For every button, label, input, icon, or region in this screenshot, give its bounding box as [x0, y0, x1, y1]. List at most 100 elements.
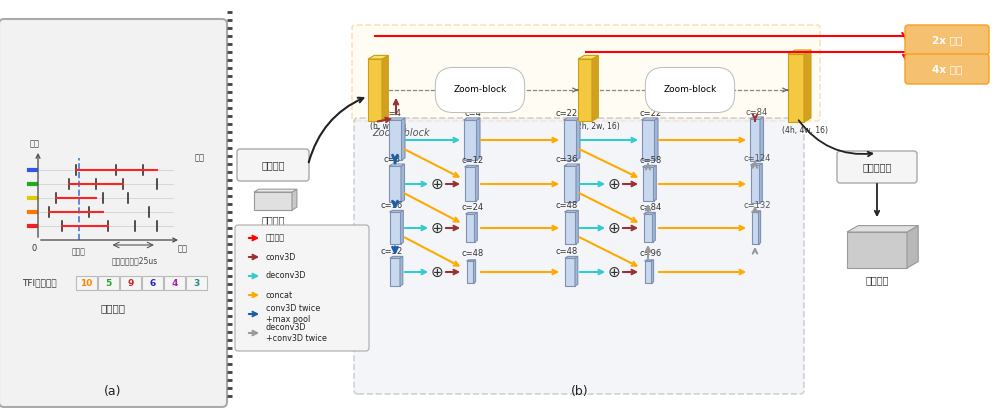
Bar: [466, 214, 475, 242]
Bar: [564, 166, 576, 202]
Bar: [847, 232, 907, 268]
Text: 像素: 像素: [30, 139, 40, 148]
Text: 真値约束: 真値约束: [266, 233, 285, 242]
Bar: [564, 120, 576, 160]
Text: c=4: c=4: [385, 109, 401, 118]
Text: c=22: c=22: [640, 109, 662, 118]
Text: 10: 10: [80, 279, 93, 288]
Text: c=48: c=48: [556, 201, 578, 210]
Text: c=58: c=58: [640, 156, 662, 165]
Bar: [564, 212, 576, 244]
Bar: [788, 54, 804, 122]
Polygon shape: [564, 118, 580, 120]
Polygon shape: [564, 164, 580, 166]
Text: 4x 真値: 4x 真値: [932, 64, 962, 74]
Text: 脉冲: 脉冲: [195, 153, 205, 162]
Polygon shape: [464, 165, 478, 167]
Text: 5: 5: [105, 279, 112, 288]
Polygon shape: [654, 118, 658, 160]
Text: c=96: c=96: [640, 249, 662, 258]
Polygon shape: [788, 50, 811, 54]
Polygon shape: [466, 260, 476, 261]
Text: (a): (a): [104, 385, 122, 398]
FancyBboxPatch shape: [905, 54, 989, 84]
Text: c=48: c=48: [462, 249, 484, 258]
Text: ⊕: ⊕: [431, 264, 443, 279]
Polygon shape: [592, 55, 598, 121]
FancyBboxPatch shape: [0, 19, 227, 407]
FancyBboxPatch shape: [237, 149, 309, 181]
Text: c=22: c=22: [556, 109, 578, 118]
Text: c=16: c=16: [381, 201, 403, 210]
Bar: [120, 276, 141, 290]
Polygon shape: [576, 118, 580, 160]
FancyBboxPatch shape: [235, 225, 369, 351]
Text: ⊕: ⊕: [608, 220, 620, 235]
Text: Zoom-block: Zoom-block: [453, 86, 507, 95]
Polygon shape: [402, 118, 405, 160]
Text: concat: concat: [266, 290, 293, 299]
Bar: [752, 212, 759, 244]
Polygon shape: [750, 163, 762, 165]
Text: ⊕: ⊕: [431, 177, 443, 191]
Text: conv3D twice
+max pool: conv3D twice +max pool: [266, 304, 320, 324]
Text: c=8: c=8: [384, 155, 400, 164]
Polygon shape: [750, 117, 764, 119]
Text: (2h, 2w, 16): (2h, 2w, 16): [574, 122, 620, 131]
Polygon shape: [804, 50, 811, 122]
Text: TFI脉冲帧：: TFI脉冲帧：: [22, 279, 57, 288]
Text: c=124: c=124: [743, 154, 771, 163]
Bar: [642, 167, 654, 201]
Polygon shape: [652, 213, 655, 242]
Polygon shape: [401, 164, 404, 202]
Text: Zoom-block: Zoom-block: [372, 128, 430, 138]
Text: c=84: c=84: [746, 108, 768, 117]
Text: 脉冲重分布: 脉冲重分布: [862, 162, 892, 172]
Text: Zoom-block: Zoom-block: [663, 86, 717, 95]
Polygon shape: [644, 260, 654, 261]
Bar: [750, 165, 760, 203]
Polygon shape: [466, 213, 477, 214]
Polygon shape: [292, 189, 297, 210]
Polygon shape: [464, 118, 480, 120]
Text: deconv3D
+conv3D twice: deconv3D +conv3D twice: [266, 323, 327, 343]
Polygon shape: [642, 165, 656, 167]
Polygon shape: [564, 211, 578, 212]
Text: ⊕: ⊕: [431, 220, 443, 235]
Text: ⊕: ⊕: [608, 264, 620, 279]
Polygon shape: [644, 213, 655, 214]
Bar: [164, 276, 185, 290]
Text: 3: 3: [193, 279, 200, 288]
Text: c=84: c=84: [640, 203, 662, 212]
Text: 脉冲表达: 脉冲表达: [100, 303, 126, 313]
Polygon shape: [847, 226, 918, 232]
Bar: [76, 276, 97, 290]
Polygon shape: [760, 117, 764, 161]
Polygon shape: [400, 211, 403, 244]
Text: deconv3D: deconv3D: [266, 271, 306, 281]
Text: (b): (b): [571, 385, 589, 398]
Text: c=48: c=48: [556, 247, 578, 256]
Text: 脉冲表达: 脉冲表达: [261, 160, 285, 170]
Bar: [464, 120, 477, 160]
Bar: [390, 212, 400, 244]
Bar: [142, 276, 163, 290]
Bar: [464, 167, 476, 201]
Bar: [644, 261, 652, 283]
Polygon shape: [759, 211, 761, 244]
FancyBboxPatch shape: [352, 25, 820, 121]
Text: c=32: c=32: [381, 247, 403, 256]
Polygon shape: [642, 118, 658, 120]
FancyBboxPatch shape: [905, 25, 989, 55]
Bar: [750, 119, 760, 161]
Text: 4: 4: [171, 279, 178, 288]
Text: 时间点: 时间点: [72, 247, 85, 256]
Text: c=36: c=36: [556, 155, 578, 164]
Bar: [389, 166, 401, 202]
Polygon shape: [368, 55, 388, 59]
Polygon shape: [576, 164, 580, 202]
Text: 时间分辨率：25us: 时间分辨率：25us: [112, 256, 158, 265]
Polygon shape: [475, 213, 477, 242]
Text: conv3D: conv3D: [266, 253, 296, 262]
Text: (h, w, 16): (h, w, 16): [370, 122, 406, 131]
